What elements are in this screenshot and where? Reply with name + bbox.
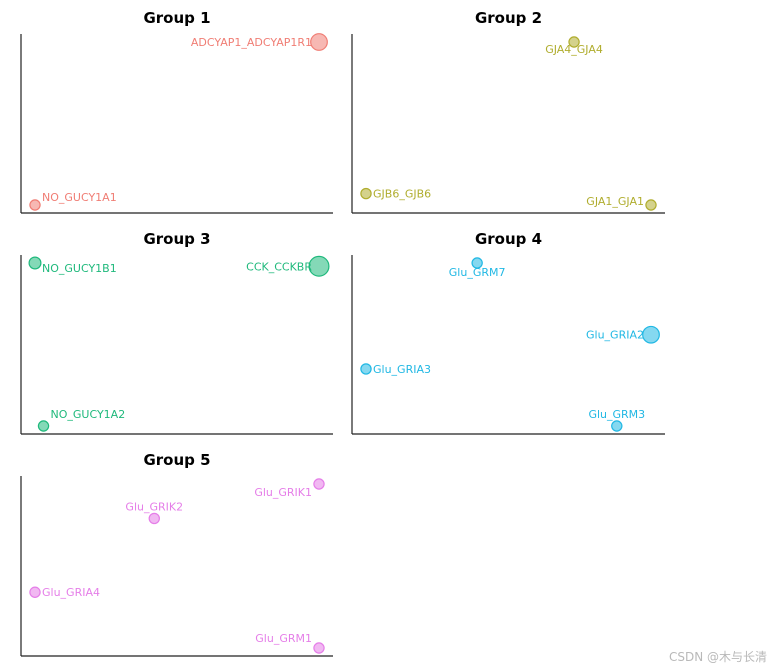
scatter-point: [568, 36, 580, 48]
scatter-point: [360, 187, 372, 200]
scatter-point: [611, 420, 623, 432]
watermark: CSDN @木与长清: [668, 650, 767, 664]
point-label: Glu_GRM3: [588, 408, 645, 421]
scatter-point: [310, 33, 328, 51]
point-label: Glu_GRIA2: [586, 329, 644, 342]
point-label: Glu_GRIA4: [42, 586, 100, 599]
panel-title: Group 4: [475, 230, 542, 248]
point-label: GJA4_GJA4: [545, 43, 603, 56]
panel-title: Group 2: [475, 9, 542, 27]
scatter-point: [28, 256, 42, 270]
scatter-point: [37, 420, 50, 432]
panel-title: Group 5: [143, 451, 210, 469]
point-label: Glu_GRM1: [255, 632, 312, 645]
point-label: NO_GUCY1B1: [42, 262, 117, 275]
panel-5: Group 5 Glu_GRIK1 Glu_GRIK2 Glu_GRIA4 Glu_GR…: [20, 451, 333, 657]
panel-title: Group 1: [143, 9, 210, 27]
scatter-point: [313, 642, 325, 654]
point-label: GJB6_GJB6: [373, 188, 431, 201]
panel-1: Group 1 ADCYAP1_ADCYAP1R1 NO_GUCY1A1: [20, 9, 333, 214]
point-label: NO_GUCY1A1: [42, 191, 117, 204]
scatter-point: [645, 199, 657, 211]
panel-4: Group 4 Glu_GRM7 Glu_GRIA2 Glu_GRIA3 Glu_GRM…: [351, 230, 665, 435]
panel-2: Group 2 GJA4_GJA4 GJB6_GJB6 GJA1_GJA1: [351, 9, 665, 214]
point-label: Glu_GRIA3: [373, 363, 431, 376]
scatter-point: [29, 199, 41, 211]
point-label: CCK_CCKBR: [246, 260, 312, 273]
panel-title: Group 3: [143, 230, 210, 248]
point-label: Glu_GRIK2: [125, 500, 183, 513]
scatter-point: [29, 586, 41, 598]
scatter-point: [308, 255, 330, 277]
scatter-point: [148, 512, 160, 525]
panel-3: Group 3 NO_GUCY1B1 CCK_CCKBR NO_GUCY1A2: [20, 230, 333, 435]
scatter-point: [313, 478, 325, 490]
point-label: NO_GUCY1A2: [51, 408, 126, 421]
point-label: Glu_GRM7: [449, 266, 506, 279]
point-label: ADCYAP1_ADCYAP1R1: [191, 36, 312, 49]
scatter-point: [471, 257, 483, 269]
scatter-point: [642, 325, 660, 344]
point-label: GJA1_GJA1: [586, 195, 644, 208]
scatter-point: [360, 363, 372, 375]
point-label: Glu_GRIK1: [254, 486, 312, 499]
